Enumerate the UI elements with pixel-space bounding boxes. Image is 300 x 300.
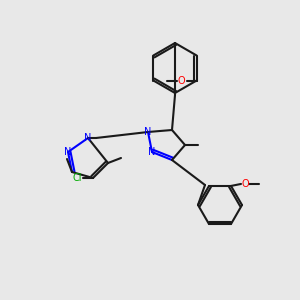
Text: N: N (144, 127, 152, 137)
Text: N: N (148, 147, 156, 157)
Text: N: N (84, 133, 92, 143)
Text: O: O (241, 179, 249, 189)
Text: N: N (64, 147, 72, 157)
Text: Cl: Cl (72, 173, 82, 183)
Text: O: O (178, 76, 185, 85)
